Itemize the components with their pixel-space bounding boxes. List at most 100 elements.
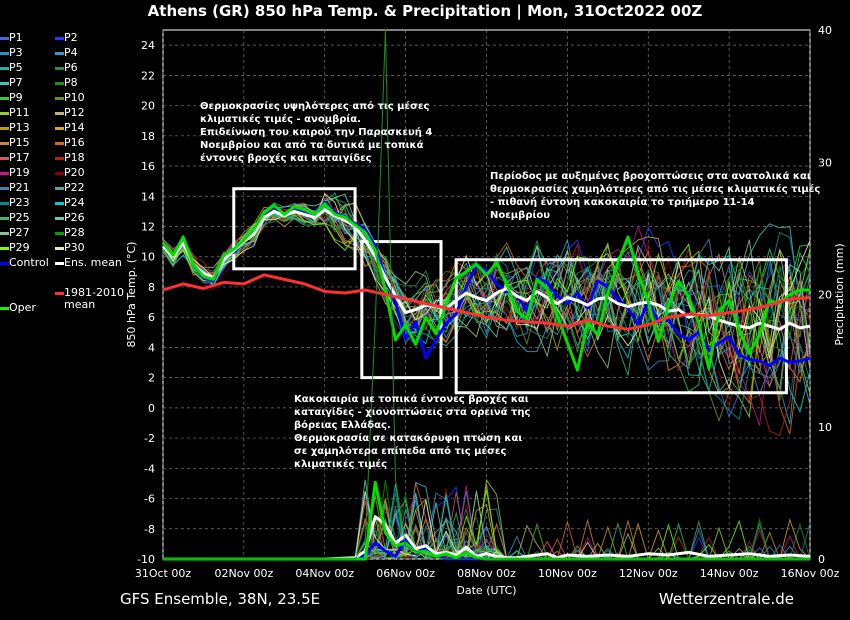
- legend-swatch: [0, 201, 9, 205]
- y-tick-label: 4: [148, 341, 155, 354]
- legend-swatch: [55, 111, 64, 115]
- y-tick-label: 22: [141, 69, 155, 82]
- series-1981-2010-mean-temp: [162, 273, 811, 331]
- y-tick-label: -6: [144, 493, 155, 506]
- legend-swatch: [55, 201, 64, 205]
- legend-swatch: [55, 231, 64, 235]
- legend-item-p7: P7: [0, 77, 23, 89]
- legend-item-p20: P20: [55, 167, 85, 179]
- legend-item-p30: P30: [55, 242, 85, 254]
- footer-model: GFS Ensemble, 38N, 23.5E: [120, 590, 321, 608]
- y-tick-label: 0: [148, 402, 155, 415]
- legend-label: P20: [64, 166, 85, 179]
- y-tick-label: 10: [141, 251, 155, 264]
- legend-swatch: [0, 51, 9, 55]
- legend-label: P29: [9, 241, 30, 254]
- legend-label: Oper: [9, 301, 36, 314]
- legend-label: 1981-2010 mean: [64, 286, 124, 311]
- series-oper-temp: [161, 202, 810, 372]
- x-tick-label: 06Nov 00z: [376, 567, 435, 580]
- legend-swatch: [55, 186, 64, 190]
- x-tick-label: 16Nov 00z: [781, 567, 840, 580]
- legend-item-control: Control: [0, 257, 49, 269]
- member-line-p23: [162, 205, 811, 421]
- legend-item-p10: P10: [55, 92, 85, 104]
- legend-swatch: [55, 81, 64, 85]
- legend-label: P21: [9, 181, 30, 194]
- x-tick-label: 14Nov 00z: [700, 567, 759, 580]
- legend-label: P4: [64, 46, 78, 59]
- legend-swatch: [0, 306, 9, 310]
- annotation-line: Περίοδος με αυξημένες βροχοπτώσεις στα α…: [490, 171, 811, 182]
- annotation-line: Θερμοκρασίες υψηλότερες από τις μέσες: [200, 101, 430, 112]
- y-tick-label: 12: [141, 220, 155, 233]
- legend-label: P25: [9, 211, 30, 224]
- legend-swatch: [55, 141, 64, 145]
- legend-label: P6: [64, 61, 78, 74]
- annotation-3: Κακοκαιρία με τοπικά έντονες βροχές και κ…: [294, 393, 530, 471]
- legend-item-p24: P24: [55, 197, 85, 209]
- legend-item-p13: P13: [0, 122, 30, 134]
- legend-label: P17: [9, 151, 30, 164]
- legend-item-p25: P25: [0, 212, 30, 224]
- legend-label: P2: [64, 31, 78, 44]
- legend-label: P13: [9, 121, 30, 134]
- annotation-line: Θερμοκρασία σε κατακόρυφη πτώση και: [294, 433, 523, 444]
- legend-swatch: [55, 171, 64, 175]
- legend-label: P23: [9, 196, 30, 209]
- legend-swatch: [0, 96, 9, 100]
- y-tick-label: -4: [144, 462, 155, 475]
- y-tick-label: -8: [144, 523, 155, 536]
- legend-swatch: [0, 261, 9, 265]
- y2-tick-label: 40: [818, 24, 832, 37]
- legend-item-p3: P3: [0, 47, 23, 59]
- legend-label: P5: [9, 61, 23, 74]
- legend-item-p27: P27: [0, 227, 30, 239]
- chart-title: Athens (GR) 850 hPa Temp. & Precipitatio…: [147, 2, 703, 20]
- legend-item-p16: P16: [55, 137, 85, 149]
- legend-item-p5: P5: [0, 62, 23, 74]
- legend-label: P19: [9, 166, 30, 179]
- footer-site: Wetterzentrale.de: [658, 590, 794, 608]
- legend: P1 P2 P3 P4 P5 P6 P7 P8 P9 P10 P11 P12 P13 P14 P15 P16 P…: [0, 32, 135, 322]
- legend-item-p21: P21: [0, 182, 30, 194]
- y-tick-label: 18: [141, 130, 155, 143]
- legend-item-1981-2010-mean: 1981-2010 mean: [55, 287, 124, 311]
- member-line-p14: [162, 201, 811, 374]
- y-tick-label: -10: [137, 553, 155, 566]
- legend-swatch: [55, 291, 64, 295]
- annotation-line: θερμοκρασίες χαμηλότερες από τις μέσες κ…: [490, 184, 821, 195]
- legend-label: P15: [9, 136, 30, 149]
- legend-item-p22: P22: [55, 182, 85, 194]
- annotation-line: βόρειας Ελλάδας.: [294, 420, 391, 431]
- legend-item-p9: P9: [0, 92, 23, 104]
- y2-tick-label: 0: [818, 553, 825, 566]
- y-tick-label: 20: [141, 100, 155, 113]
- legend-swatch: [0, 36, 9, 40]
- x-tick-label: 02Nov 00z: [215, 567, 274, 580]
- legend-item-p26: P26: [55, 212, 85, 224]
- legend-label: P27: [9, 226, 30, 239]
- annotation-line: Νοεμβρίου και από τα δυτικά με τοπικά: [200, 140, 424, 151]
- legend-label: P16: [64, 136, 85, 149]
- legend-swatch: [0, 231, 9, 235]
- annotation-1: Θερμοκρασίες υψηλότερες από τις μέσες κλι…: [200, 100, 432, 165]
- legend-swatch: [55, 51, 64, 55]
- y-tick-label: 24: [141, 39, 155, 52]
- x-tick-label: 04Nov 00z: [295, 567, 354, 580]
- legend-swatch: [0, 186, 9, 190]
- legend-item-p6: P6: [55, 62, 78, 74]
- legend-item-ens-mean: Ens. mean: [55, 257, 122, 269]
- legend-item-p29: P29: [0, 242, 30, 254]
- member-line-p5: [162, 192, 811, 393]
- legend-swatch: [0, 81, 9, 85]
- annotation-2: Περίοδος με αυξημένες βροχοπτώσεις στα α…: [490, 170, 820, 222]
- annotation-line: σε χαμηλότερα επίπεδα από τις μέσες: [294, 446, 507, 457]
- annotation-line: Νοεμβρίου: [490, 210, 550, 221]
- legend-item-p12: P12: [55, 107, 85, 119]
- x-tick-label: 10Nov 00z: [538, 567, 597, 580]
- y-tick-label: 14: [141, 190, 155, 203]
- legend-swatch: [55, 66, 64, 70]
- legend-item-p4: P4: [55, 47, 78, 59]
- y-tick-label: 8: [148, 281, 155, 294]
